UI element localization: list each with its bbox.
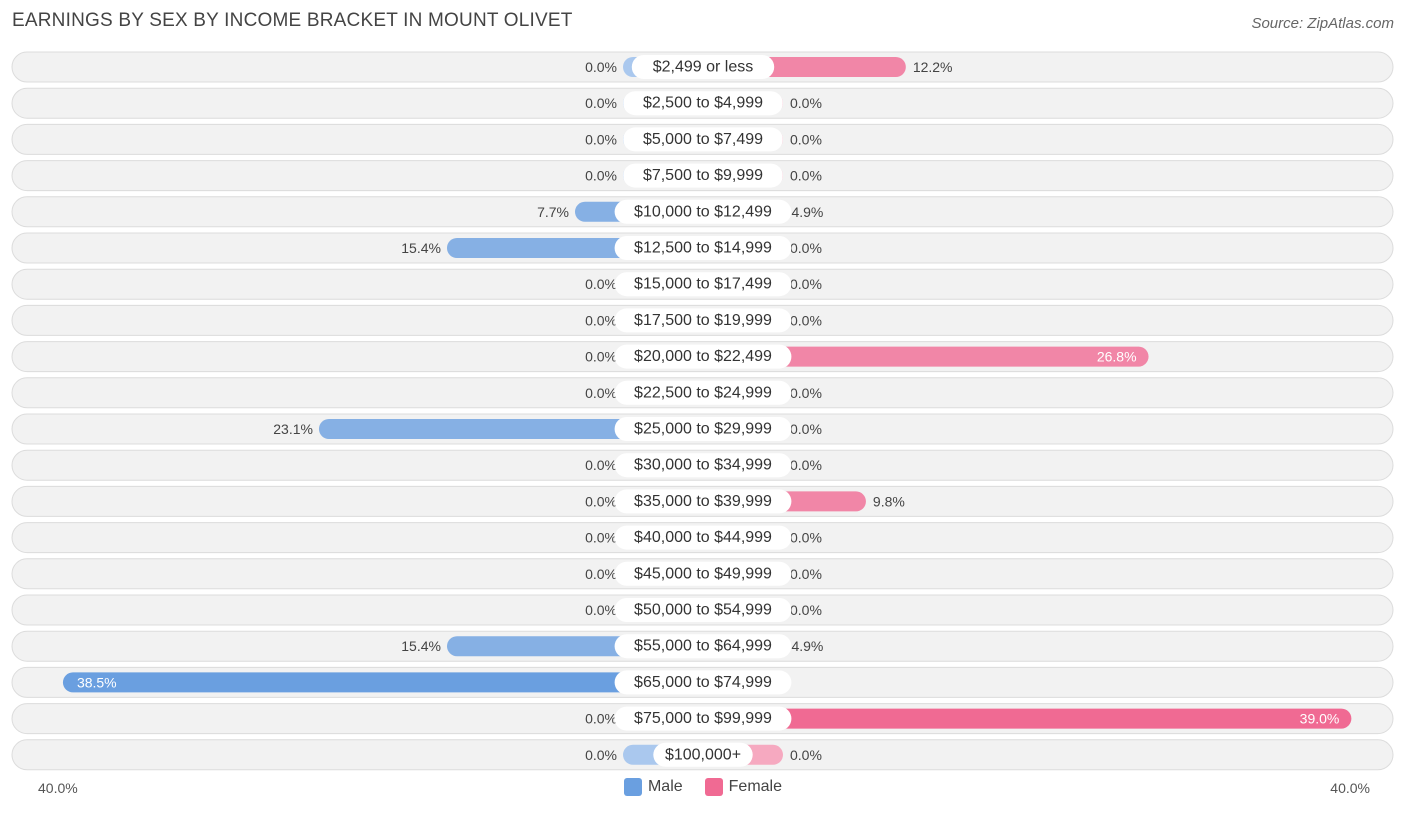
category-pill xyxy=(614,344,792,369)
male-value-label: 0.0% xyxy=(585,95,617,111)
axis-right-label: 40.0% xyxy=(1330,780,1370,796)
legend-item-female[interactable]: Female xyxy=(704,778,783,796)
male-value-label: 38.5% xyxy=(77,674,117,690)
female-value-label: 12.2% xyxy=(913,59,953,75)
category-label: $50,000 to $54,999 xyxy=(634,602,772,619)
category-pill xyxy=(631,55,775,79)
male-value-label: 0.0% xyxy=(585,711,617,727)
male-value-label: 0.0% xyxy=(585,349,617,365)
male-value-label: 0.0% xyxy=(585,59,617,75)
category-pill xyxy=(623,127,783,152)
category-label: $35,000 to $39,999 xyxy=(634,493,772,510)
female-value-label: 0.0% xyxy=(790,131,822,147)
male-bar[interactable] xyxy=(318,419,703,439)
category-pill xyxy=(614,272,792,297)
category-label: $10,000 to $12,499 xyxy=(634,203,772,220)
legend-swatch-male xyxy=(623,778,642,796)
legend-swatch-female xyxy=(704,778,723,796)
female-value-label: 0.0% xyxy=(790,747,822,763)
category-pill xyxy=(653,742,753,767)
female-value-label: 0.0% xyxy=(790,240,822,256)
category-label: $7,500 to $9,999 xyxy=(643,167,763,184)
female-value-label: 0.0% xyxy=(790,602,822,618)
male-value-label: 23.1% xyxy=(273,421,313,437)
category-label: $45,000 to $49,999 xyxy=(634,565,772,582)
category-pill xyxy=(614,308,792,333)
category-label: $75,000 to $99,999 xyxy=(634,710,772,727)
female-value-label: 0.0% xyxy=(790,95,822,111)
category-pill xyxy=(614,380,792,405)
category-pill xyxy=(614,525,792,550)
female-bar[interactable] xyxy=(703,708,1352,729)
category-label: $100,000+ xyxy=(665,746,741,763)
female-value-label: 0.0% xyxy=(790,530,822,546)
male-value-label: 15.4% xyxy=(401,638,441,654)
category-pill xyxy=(614,199,792,224)
legend-label-female: Female xyxy=(728,778,783,795)
female-value-label: 0.0% xyxy=(790,385,822,401)
category-label: $40,000 to $44,999 xyxy=(634,529,772,546)
category-pill xyxy=(614,236,792,260)
category-pill xyxy=(614,453,792,478)
female-value-label: 0.0% xyxy=(790,276,822,292)
legend-label-male: Male xyxy=(647,778,683,795)
category-label: $5,000 to $7,499 xyxy=(643,131,763,148)
legend: Male Female xyxy=(0,778,1406,796)
female-value-label: 0.0% xyxy=(790,312,822,328)
male-value-label: 0.0% xyxy=(585,131,617,147)
category-label: $25,000 to $29,999 xyxy=(634,421,772,438)
female-value-label: 0.0% xyxy=(790,457,822,473)
male-value-label: 0.0% xyxy=(585,168,617,184)
category-pill xyxy=(614,706,792,731)
category-label: $22,500 to $24,999 xyxy=(634,384,772,401)
male-value-label: 0.0% xyxy=(585,566,617,582)
category-label: $2,499 or less xyxy=(653,59,754,76)
male-value-label: 15.4% xyxy=(401,240,441,256)
female-value-label: 26.8% xyxy=(1097,349,1137,365)
category-label: $55,000 to $64,999 xyxy=(634,638,772,655)
female-value-label: 4.9% xyxy=(791,638,823,654)
male-value-label: 0.0% xyxy=(585,385,617,401)
male-value-label: 0.0% xyxy=(585,276,617,292)
category-pill xyxy=(614,489,792,514)
category-label: $15,000 to $17,499 xyxy=(634,276,772,293)
male-value-label: 0.0% xyxy=(585,530,617,546)
category-pill xyxy=(614,561,792,586)
source-note: Source: ZipAtlas.com xyxy=(1251,15,1394,32)
female-value-label: 4.9% xyxy=(791,204,823,220)
female-value-label: 39.0% xyxy=(1300,711,1340,727)
male-value-label: 0.0% xyxy=(585,457,617,473)
male-value-label: 0.0% xyxy=(585,602,617,618)
category-label: $30,000 to $34,999 xyxy=(634,457,772,474)
category-label: $17,500 to $19,999 xyxy=(634,312,772,329)
category-label: $20,000 to $22,499 xyxy=(634,348,772,365)
chart-title: EARNINGS BY SEX BY INCOME BRACKET IN MOU… xyxy=(12,10,573,31)
category-label: $12,500 to $14,999 xyxy=(634,240,772,257)
male-bar[interactable] xyxy=(62,672,703,693)
category-pill xyxy=(614,417,792,441)
female-value-label: 0.0% xyxy=(790,566,822,582)
category-pill xyxy=(614,670,792,695)
category-pill xyxy=(614,634,792,659)
income-bracket-chart: 0.0% 12.2% $2,499 or less 0.0% 0.0% $2,500 to… xyxy=(11,51,1394,771)
female-bar[interactable] xyxy=(703,346,1149,367)
female-value-label: 0.0% xyxy=(790,421,822,437)
female-value-label: 9.8% xyxy=(873,493,905,509)
male-value-label: 0.0% xyxy=(585,493,617,509)
category-pill xyxy=(623,91,783,116)
category-label: $65,000 to $74,999 xyxy=(634,674,772,691)
female-value-label: 0.0% xyxy=(790,168,822,184)
category-pill xyxy=(623,163,783,188)
axis-left-label: 40.0% xyxy=(38,780,78,796)
male-value-label: 0.0% xyxy=(585,747,617,763)
category-label: $2,500 to $4,999 xyxy=(643,95,763,112)
legend-item-male[interactable]: Male xyxy=(623,778,683,796)
category-pill xyxy=(614,598,792,622)
male-value-label: 7.7% xyxy=(537,204,569,220)
male-value-label: 0.0% xyxy=(585,312,617,328)
